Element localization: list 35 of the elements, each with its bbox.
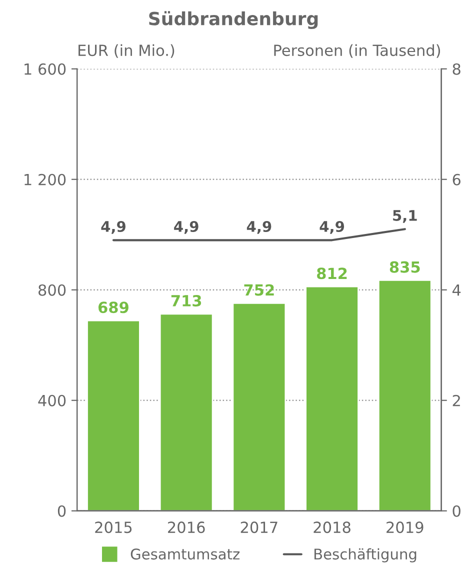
bar [159,313,214,511]
y2-tick-label: 6 [452,174,460,186]
y2-tick-label: 0 [452,505,460,517]
x-tick-label: 2018 [314,522,350,534]
chart-title: Südbrandenburg [149,11,318,30]
y-axis-title: EUR (in Mio.) [78,44,174,58]
y-tick-label: 1 200 [24,174,66,186]
x-tick-label: 2015 [95,522,132,534]
data-label: 812 [317,268,347,280]
y-tick-label: 0 [58,505,66,517]
data-label: 689 [98,302,128,314]
x-tick-label: 2017 [240,522,278,534]
legend-label: Gesamtumsatz [130,548,240,560]
x-tick-label: 2019 [386,522,424,534]
data-label: 752 [244,284,274,296]
y2-tick-label: 4 [452,284,461,296]
bar [86,320,140,511]
y-tick-label: 1 600 [24,63,66,75]
bar [305,286,359,511]
y-tick-label: 800 [38,284,66,296]
data-label: 5,1 [393,210,417,223]
data-label: 4,9 [174,221,198,234]
data-label: 4,9 [101,221,126,234]
y2-axis-title: Personen (in Tausend) [274,44,440,58]
legend-label: Beschäftigung [314,548,416,562]
bar [378,280,432,511]
data-label: 4,9 [246,221,272,234]
data-label: 713 [171,294,202,307]
x-tick-label: 2016 [168,522,205,534]
bar [232,302,286,511]
data-label: 835 [390,261,420,273]
y-tick-label: 400 [38,394,66,406]
y2-tick-label: 2 [452,394,460,406]
data-label: 4,9 [320,221,344,234]
y2-tick-label: 8 [452,63,460,75]
